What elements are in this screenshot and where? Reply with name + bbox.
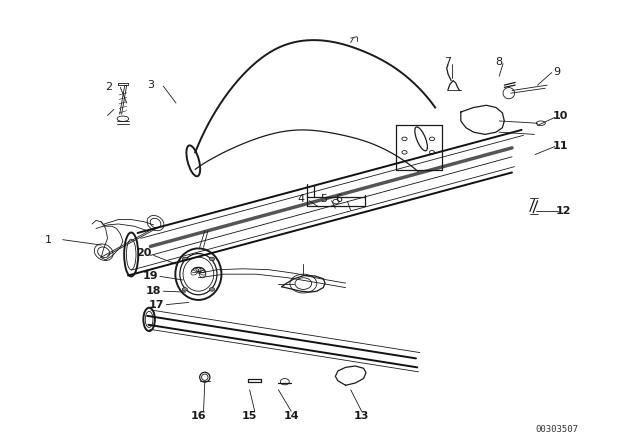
Text: 11: 11	[552, 141, 568, 151]
Text: 12: 12	[556, 206, 571, 215]
Text: 2: 2	[105, 82, 113, 92]
Text: 17: 17	[149, 300, 164, 310]
Text: 15: 15	[242, 411, 257, 421]
Text: 19: 19	[143, 271, 158, 280]
Ellipse shape	[182, 257, 188, 261]
Text: 16: 16	[191, 411, 206, 421]
Ellipse shape	[182, 288, 188, 291]
Text: 5: 5	[320, 194, 326, 204]
Ellipse shape	[209, 288, 214, 291]
Text: 20: 20	[136, 248, 152, 258]
Ellipse shape	[209, 257, 214, 261]
Text: 18: 18	[146, 286, 161, 296]
Text: 1: 1	[45, 235, 51, 245]
Text: 4: 4	[297, 194, 305, 204]
Text: 8: 8	[495, 57, 503, 67]
Text: 10: 10	[552, 112, 568, 121]
Text: 9: 9	[553, 67, 561, 77]
Text: 6: 6	[336, 194, 342, 204]
Text: 7: 7	[444, 57, 452, 67]
Text: 13: 13	[354, 411, 369, 421]
Text: 00303507: 00303507	[535, 425, 579, 434]
Text: 14: 14	[284, 411, 299, 421]
Text: 3: 3	[147, 80, 154, 90]
